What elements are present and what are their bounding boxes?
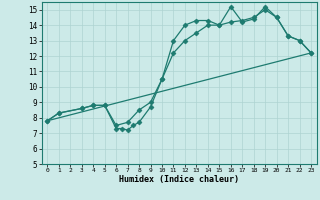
X-axis label: Humidex (Indice chaleur): Humidex (Indice chaleur): [119, 175, 239, 184]
